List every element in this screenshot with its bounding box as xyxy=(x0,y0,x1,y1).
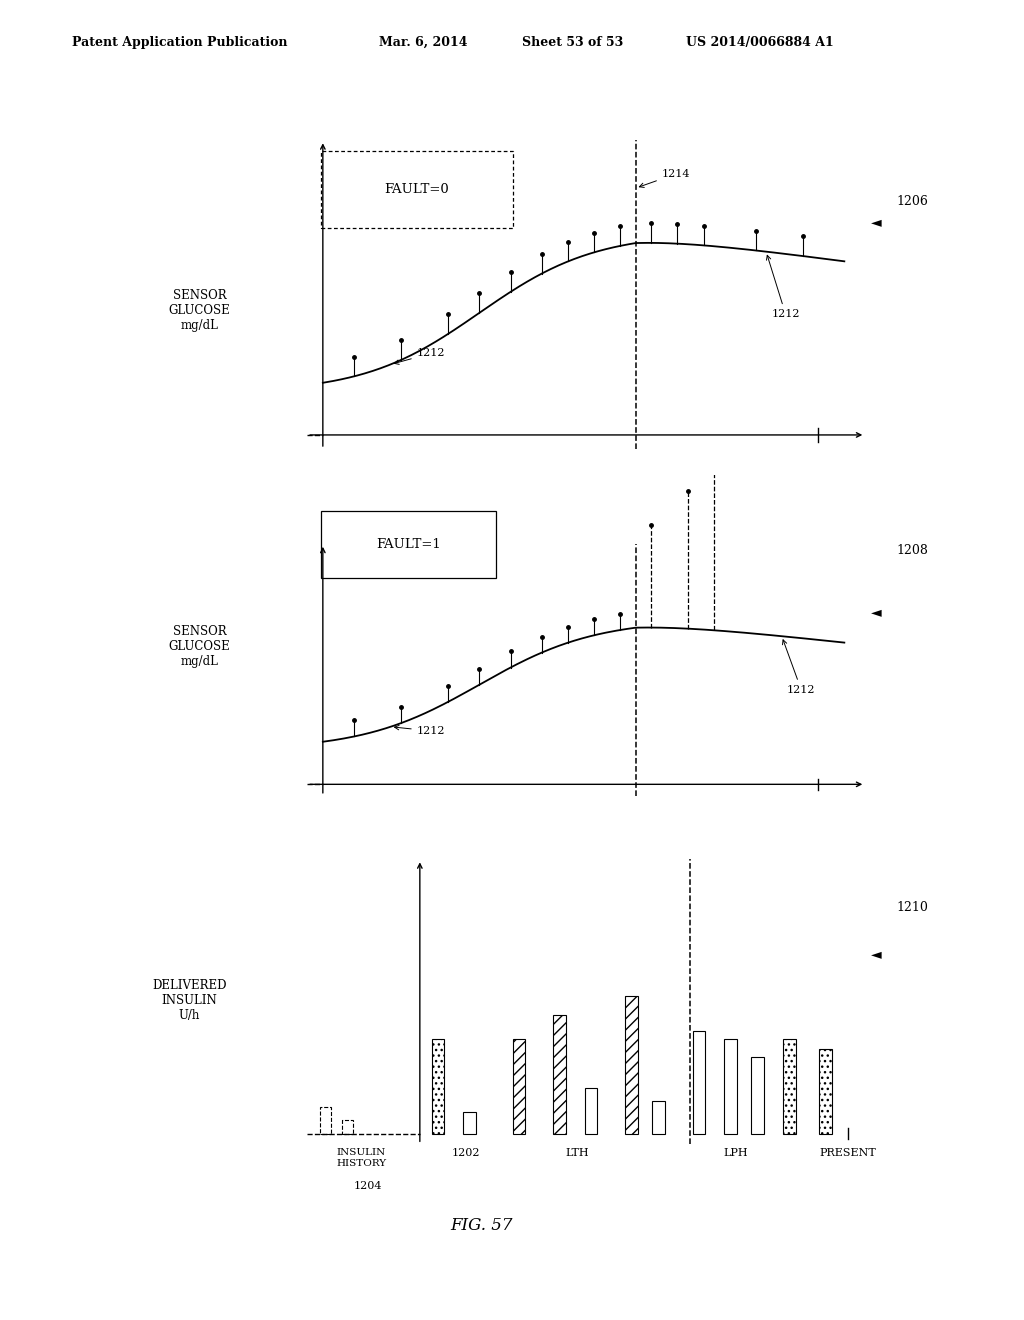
Text: 1212: 1212 xyxy=(394,348,445,364)
Text: ◄: ◄ xyxy=(871,606,882,619)
Text: 1212: 1212 xyxy=(782,640,815,694)
Text: ◄: ◄ xyxy=(871,946,882,961)
Text: FAULT=0: FAULT=0 xyxy=(385,182,450,195)
Text: 1210: 1210 xyxy=(896,900,928,913)
Text: 1212: 1212 xyxy=(394,726,445,737)
Text: 1202: 1202 xyxy=(452,1148,480,1158)
Text: SENSOR
GLUCOSE
mg/dL: SENSOR GLUCOSE mg/dL xyxy=(169,626,230,668)
Bar xyxy=(752,1057,764,1134)
Text: DELIVERED
INSULIN
U/h: DELIVERED INSULIN U/h xyxy=(153,979,226,1022)
Text: SENSOR
GLUCOSE
mg/dL: SENSOR GLUCOSE mg/dL xyxy=(169,289,230,331)
Text: 1204: 1204 xyxy=(353,1180,382,1191)
Text: LPH: LPH xyxy=(723,1148,748,1158)
Bar xyxy=(585,1088,597,1134)
Bar xyxy=(652,1101,665,1134)
Text: INSULIN
HISTORY: INSULIN HISTORY xyxy=(336,1148,386,1168)
Bar xyxy=(724,1039,737,1134)
FancyBboxPatch shape xyxy=(322,511,496,578)
Bar xyxy=(783,1039,796,1134)
Bar xyxy=(319,1107,331,1134)
Text: 1214: 1214 xyxy=(639,169,690,187)
Bar xyxy=(463,1111,476,1134)
Bar xyxy=(626,997,638,1134)
Text: LTH: LTH xyxy=(565,1148,590,1158)
Bar xyxy=(513,1039,525,1134)
Text: FIG. 57: FIG. 57 xyxy=(450,1217,513,1234)
FancyBboxPatch shape xyxy=(322,150,513,228)
Text: Patent Application Publication: Patent Application Publication xyxy=(72,36,287,49)
Text: Sheet 53 of 53: Sheet 53 of 53 xyxy=(522,36,624,49)
Bar xyxy=(553,1015,566,1134)
Bar xyxy=(431,1039,444,1134)
Bar xyxy=(342,1119,353,1134)
Text: ◄: ◄ xyxy=(871,215,882,230)
Text: 1208: 1208 xyxy=(896,544,928,557)
Text: 1206: 1206 xyxy=(896,194,928,207)
Text: 1212: 1212 xyxy=(766,255,800,319)
Text: FAULT=1: FAULT=1 xyxy=(376,537,441,550)
Bar xyxy=(693,1031,706,1134)
Text: US 2014/0066884 A1: US 2014/0066884 A1 xyxy=(686,36,834,49)
Text: Mar. 6, 2014: Mar. 6, 2014 xyxy=(379,36,467,49)
Bar xyxy=(819,1049,831,1134)
Text: PRESENT: PRESENT xyxy=(819,1148,877,1158)
